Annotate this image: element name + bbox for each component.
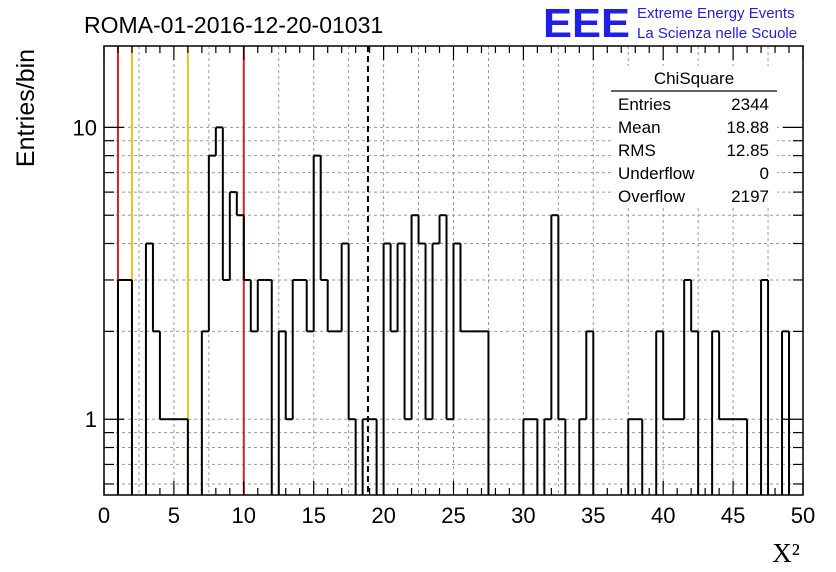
- logo-mark: EEE: [543, 0, 630, 46]
- stats-rows: Entries 2344 Mean 18.88 RMS 12.85 Underflow 0 Ov…: [618, 95, 769, 206]
- y-tick-label: 10: [73, 115, 97, 140]
- x-axis-label: X²: [772, 538, 800, 568]
- stats-title: ChiSquare: [654, 69, 734, 88]
- x-tick-label: 30: [511, 503, 535, 528]
- histogram: [116, 126, 791, 495]
- eee-logo: EEE Extreme Energy Events La Scienza nel…: [543, 0, 797, 46]
- stats-label: Entries: [618, 95, 671, 114]
- logo-line-2: La Scienza nelle Scuole: [637, 25, 797, 42]
- x-tick-label: 10: [232, 503, 256, 528]
- x-tick-label: 40: [651, 503, 675, 528]
- x-tick-label: 20: [371, 503, 395, 528]
- stats-value: 18.88: [726, 118, 769, 137]
- stats-value: 0: [760, 164, 769, 183]
- x-tick-label: 45: [721, 503, 745, 528]
- y-axis-label: Entries/bin: [12, 49, 40, 167]
- stats-box: ChiSquare Entries 2344 Mean 18.88 RMS 12.85 Un…: [611, 66, 777, 207]
- stats-value: 2197: [731, 187, 769, 206]
- x-tick-label: 50: [791, 503, 815, 528]
- stats-label: RMS: [618, 141, 656, 160]
- stats-label: Underflow: [618, 164, 695, 183]
- x-tick-label: 15: [301, 503, 325, 528]
- x-tick-label: 25: [441, 503, 465, 528]
- ticks: 0 5 10 15 20 25 30 35 40 45 50 1 10: [73, 46, 815, 528]
- stats-label: Overflow: [618, 187, 686, 206]
- stats-label: Mean: [618, 118, 661, 137]
- stats-box-background: [611, 66, 777, 207]
- chart-title: ROMA-01-2016-12-20-01031: [84, 12, 383, 38]
- x-tick-label: 35: [581, 503, 605, 528]
- x-tick-label: 5: [168, 503, 180, 528]
- logo-line-1: Extreme Energy Events: [637, 5, 795, 22]
- x-tick-label: 0: [98, 503, 110, 528]
- stats-value: 2344: [731, 95, 769, 114]
- stats-value: 12.85: [726, 141, 769, 160]
- y-tick-label: 1: [85, 407, 97, 432]
